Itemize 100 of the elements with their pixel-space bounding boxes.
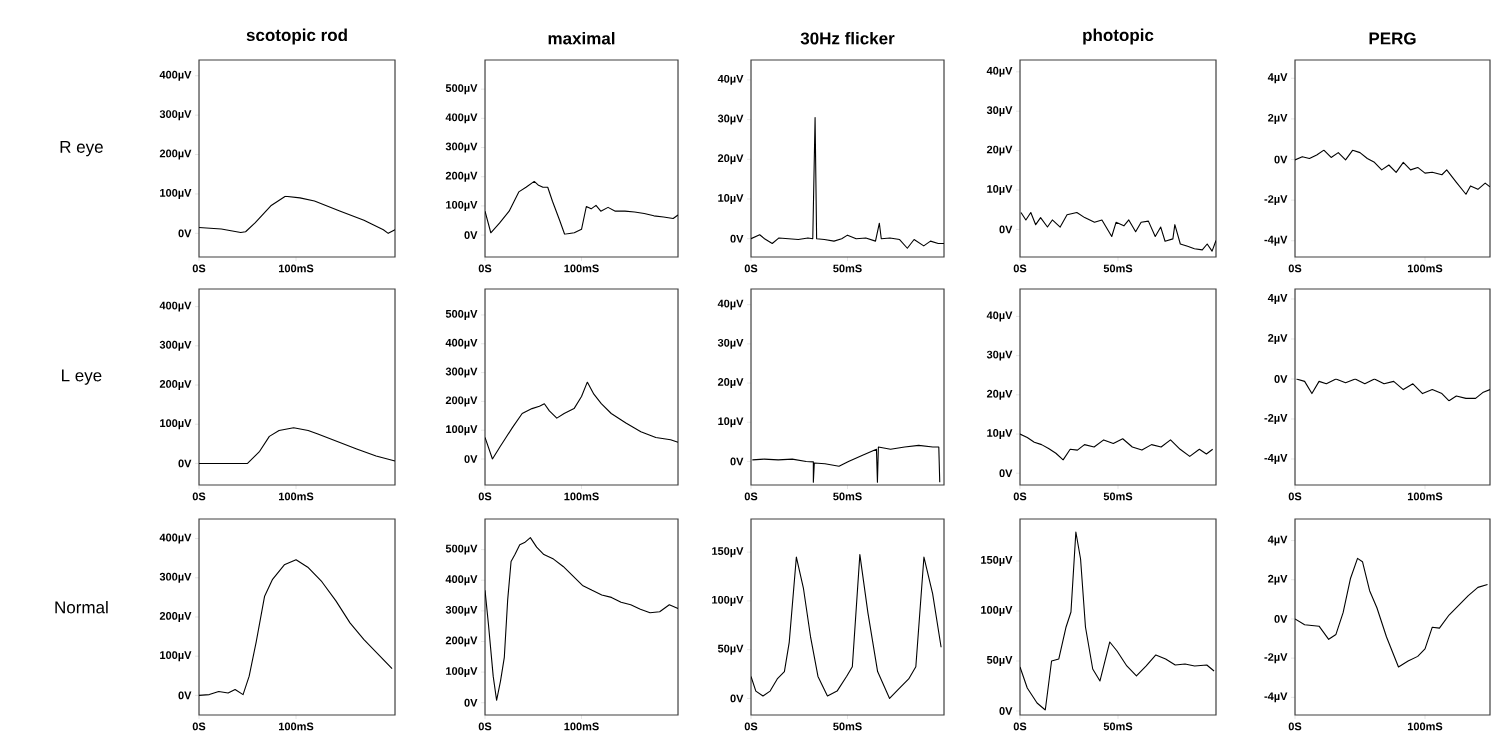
y-tick-label: 150µV bbox=[712, 547, 744, 558]
x-tick-label: 0S bbox=[478, 492, 492, 501]
x-tick-label: 100mS bbox=[278, 722, 314, 731]
y-tick-label: 0V bbox=[999, 225, 1013, 234]
x-tick-label: 50mS bbox=[833, 264, 862, 273]
y-tick-label: 100µV bbox=[160, 188, 192, 199]
x-tick-label: 0S bbox=[1013, 722, 1027, 731]
line-series bbox=[1020, 211, 1217, 252]
y-tick-label: 0V bbox=[1274, 155, 1288, 164]
y-tick-label: 400µV bbox=[159, 70, 192, 81]
y-tick-label: 300µV bbox=[445, 367, 478, 378]
y-tick-label: 20µV bbox=[717, 378, 744, 389]
x-tick-label: 0S bbox=[1288, 264, 1302, 273]
x-tick-label: 50mS bbox=[1103, 722, 1133, 731]
y-tick-label: -4µV bbox=[1264, 692, 1288, 703]
y-tick-label: 100µV bbox=[446, 200, 478, 211]
y-tick-label: 0V bbox=[464, 231, 478, 239]
y-axis-title: R eye bbox=[60, 141, 103, 157]
y-tick-label: 0V bbox=[464, 698, 478, 707]
y-tick-label: 0V bbox=[730, 234, 744, 243]
line-series bbox=[1295, 557, 1489, 668]
x-tick-label: 50mS bbox=[833, 492, 862, 501]
line-series bbox=[485, 537, 679, 701]
y-tick-label: 200µV bbox=[159, 612, 192, 622]
x-tick-label: 50mS bbox=[833, 722, 862, 731]
y-tick-label: 400µV bbox=[159, 533, 192, 544]
y-tick-label: 0V bbox=[178, 691, 192, 700]
x-tick-label: 0S bbox=[1288, 722, 1302, 731]
x-tick-label: 0S bbox=[744, 722, 758, 731]
y-tick-label: 0V bbox=[1274, 375, 1288, 383]
chart-title: 30Hz flicker bbox=[800, 31, 895, 45]
y-tick-label: 20µV bbox=[717, 154, 744, 165]
y-tick-label: 0V bbox=[178, 459, 192, 468]
y-tick-label: -4µV bbox=[1264, 235, 1288, 246]
y-tick-label: 0V bbox=[464, 455, 478, 463]
y-tick-label: 200µV bbox=[445, 396, 478, 407]
y-tick-label: 30µV bbox=[717, 338, 744, 349]
y-tick-label: 40µV bbox=[986, 311, 1013, 322]
y-tick-label: 300µV bbox=[445, 142, 478, 153]
x-tick-label: 100mS bbox=[564, 722, 599, 731]
y-tick-label: 400µV bbox=[445, 113, 478, 124]
x-tick-label: 100mS bbox=[564, 492, 599, 501]
line-series bbox=[485, 180, 679, 235]
line-series bbox=[1295, 149, 1490, 195]
y-tick-label: 400µV bbox=[445, 575, 478, 586]
y-tick-label: 4µV bbox=[1267, 535, 1288, 546]
line-series bbox=[1295, 378, 1490, 402]
y-tick-label: -2µV bbox=[1264, 653, 1288, 664]
x-tick-label: 100mS bbox=[278, 492, 314, 501]
y-tick-label: 40µV bbox=[717, 299, 744, 310]
y-tick-label: 300µV bbox=[159, 340, 192, 351]
y-tick-label: 30µV bbox=[717, 114, 744, 125]
y-tick-label: 40µV bbox=[717, 74, 744, 85]
y-tick-label: 500µV bbox=[445, 544, 478, 555]
y-tick-label: 200µV bbox=[445, 171, 478, 182]
x-tick-label: 50mS bbox=[1103, 264, 1133, 273]
line-series bbox=[1020, 433, 1214, 461]
y-tick-label: 0V bbox=[730, 457, 744, 466]
y-tick-label: 500µV bbox=[445, 84, 478, 95]
y-axis-title: L eye bbox=[62, 369, 102, 385]
line-series bbox=[1020, 531, 1215, 711]
x-tick-label: 50mS bbox=[1103, 492, 1133, 501]
y-tick-label: 30µV bbox=[986, 350, 1013, 361]
x-tick-label: 0S bbox=[192, 264, 206, 273]
chart-title: maximal bbox=[548, 31, 615, 45]
x-tick-label: 0S bbox=[192, 722, 206, 731]
x-tick-label: 0S bbox=[1288, 492, 1302, 501]
y-tick-label: -4µV bbox=[1264, 454, 1288, 464]
y-tick-label: 100µV bbox=[446, 425, 478, 436]
y-axis-title: Normal bbox=[55, 600, 108, 614]
y-tick-label: 100µV bbox=[712, 595, 744, 606]
y-tick-label: 0V bbox=[1274, 615, 1288, 623]
y-tick-label: 100µV bbox=[981, 606, 1013, 616]
x-tick-label: 0S bbox=[478, 722, 492, 731]
y-tick-label: 400µV bbox=[445, 338, 478, 349]
y-tick-label: 0V bbox=[730, 694, 744, 703]
line-series bbox=[199, 427, 396, 464]
y-tick-label: 10µV bbox=[718, 194, 744, 204]
y-tick-label: 200µV bbox=[159, 149, 192, 160]
chart-title: PERG bbox=[1369, 32, 1416, 45]
x-tick-label: 100mS bbox=[278, 264, 314, 273]
x-tick-label: 0S bbox=[478, 264, 492, 273]
y-tick-label: 2µV bbox=[1268, 113, 1288, 124]
y-tick-label: 100µV bbox=[160, 651, 192, 662]
y-tick-label: 300µV bbox=[159, 572, 192, 583]
y-tick-label: 30µV bbox=[986, 106, 1013, 117]
y-tick-label: 150µV bbox=[981, 556, 1013, 566]
y-tick-label: 50µV bbox=[986, 656, 1013, 666]
x-tick-label: 0S bbox=[1013, 264, 1027, 273]
x-tick-label: 100mS bbox=[564, 264, 599, 273]
x-tick-label: 0S bbox=[744, 264, 758, 273]
x-tick-label: 100mS bbox=[1407, 492, 1443, 501]
y-tick-label: 2µV bbox=[1268, 334, 1288, 344]
y-tick-label: 100µV bbox=[160, 419, 192, 430]
y-tick-label: 100µV bbox=[446, 667, 478, 678]
y-tick-label: 40µV bbox=[986, 66, 1013, 77]
y-tick-label: 200µV bbox=[445, 636, 478, 647]
y-tick-label: 300µV bbox=[159, 110, 192, 121]
y-tick-label: 20µV bbox=[986, 389, 1013, 400]
chart-title: scotopic rod bbox=[246, 28, 347, 45]
